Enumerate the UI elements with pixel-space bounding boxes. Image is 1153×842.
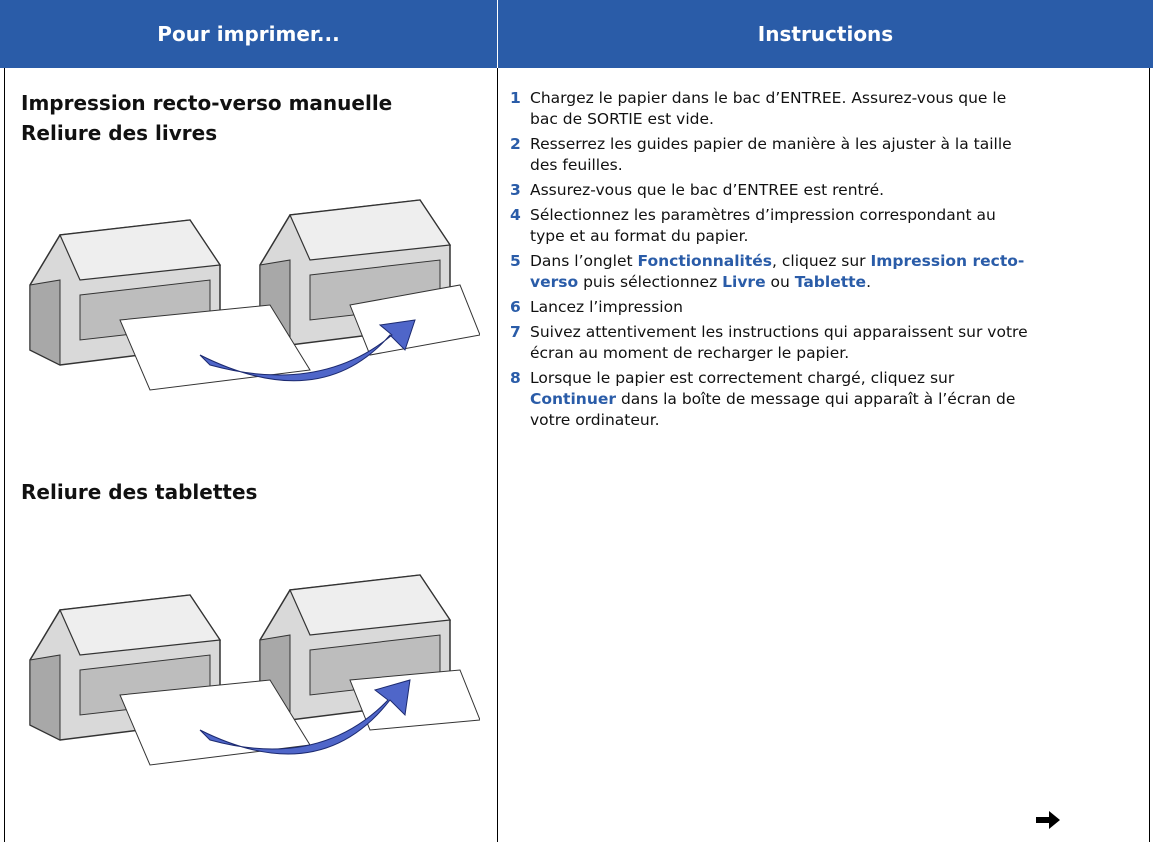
- step: 1 Chargez le papier dans le bac d’ENTREE.…: [510, 88, 1030, 130]
- illustration: [29, 199, 480, 391]
- step: 5 Dans l’onglet Fonctionnalités, cliquez …: [510, 251, 1030, 293]
- step: 3 Assurez-vous que le bac d’ENTREE est re…: [510, 180, 1030, 201]
- step-text: Lorsque le papier est correctement charg…: [530, 368, 1030, 431]
- step-number: 6: [510, 298, 521, 316]
- step-number: 7: [510, 323, 521, 341]
- step: 4 Sélectionnez les paramètres d’impressio…: [510, 205, 1030, 247]
- ui-term: Livre: [722, 273, 766, 291]
- step-text: Sélectionnez les paramètres d’impression…: [530, 205, 1030, 247]
- step-text: Suivez attentivement les instructions qu…: [530, 322, 1030, 364]
- text: Sélectionnez les paramètres d’impression…: [530, 206, 996, 245]
- text: ou: [765, 273, 795, 291]
- step: 2 Resserrez les guides papier de manière …: [510, 134, 1030, 176]
- step: 8 Lorsque le papier est correctement char…: [510, 368, 1030, 431]
- ui-term: Impression recto-verso: [530, 252, 1025, 291]
- instructions: 1 Chargez le papier dans le bac d’ENTREE.…: [510, 88, 1030, 435]
- step-text: Lancez l’impression: [530, 297, 683, 318]
- ui-term: Fonctionnalités: [637, 252, 773, 270]
- step-text: Assurez-vous que le bac d’ENTREE est ren…: [530, 180, 884, 201]
- step-text: Chargez le papier dans le bac d’ENTREE. …: [530, 88, 1030, 130]
- text: dans la boîte de message qui apparaît à …: [530, 390, 1016, 429]
- step-number: 3: [510, 181, 521, 199]
- step: 7 Suivez attentivement les instructions q…: [510, 322, 1030, 364]
- step: 6 Lancez l’impression: [510, 297, 1030, 318]
- text: Assurez-vous que le bac d’ENTREE est ren…: [530, 181, 885, 199]
- text: Lorsque le papier est correctement charg…: [530, 369, 955, 387]
- border: [497, 68, 498, 842]
- text: Chargez le papier dans le bac d’ENTREE. …: [530, 89, 1007, 128]
- text: .: [866, 273, 871, 291]
- heading: Reliure des tablettes: [21, 480, 258, 504]
- step-number: 1: [510, 89, 521, 107]
- next-arrow[interactable]: [1036, 810, 1062, 830]
- border: [4, 68, 5, 842]
- header-cell: Instructions: [498, 0, 1153, 68]
- step-number: 8: [510, 369, 521, 387]
- border: [1149, 68, 1150, 842]
- step-number: 4: [510, 206, 521, 224]
- text: Suivez attentivement les instructions qu…: [530, 323, 1028, 362]
- step-text: Resserrez les guides papier de manière à…: [530, 134, 1030, 176]
- text: Lancez l’impression: [530, 298, 683, 316]
- step-number: 2: [510, 135, 521, 153]
- illustration: [29, 574, 480, 766]
- text: Dans l’onglet: [530, 252, 638, 270]
- text: Resserrez les guides papier de manière à…: [530, 135, 1012, 174]
- ui-term: Continuer: [530, 390, 617, 408]
- heading: Reliure des livres: [21, 121, 218, 145]
- text: , cliquez sur: [772, 252, 871, 270]
- ui-term: Tablette: [794, 273, 867, 291]
- heading: Impression recto-verso manuelle: [21, 91, 393, 115]
- text: puis sélectionnez: [578, 273, 723, 291]
- step-text: Dans l’onglet Fonctionnalités, cliquez s…: [530, 251, 1030, 293]
- header-cell: Pour imprimer...: [0, 0, 497, 68]
- step-number: 5: [510, 252, 521, 270]
